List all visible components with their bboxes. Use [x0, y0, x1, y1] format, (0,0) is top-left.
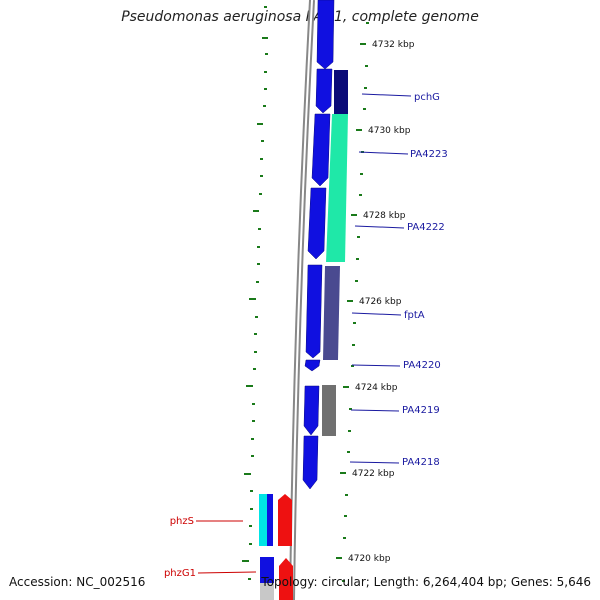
gene-arrow	[305, 264, 323, 359]
gene-block-phzs-blue	[267, 494, 273, 546]
gene-block-fpta	[323, 266, 340, 360]
gene-label-pa4223[interactable]: PA4223	[410, 149, 448, 160]
ruler-tick-marks-left	[242, 6, 268, 580]
gene-arrow	[304, 359, 321, 372]
gene-arrow	[303, 385, 320, 436]
gene-block-pchg	[334, 70, 348, 114]
ruler-label-4728: 4728 kbp	[363, 211, 406, 221]
gene-block-pa4219	[322, 385, 336, 436]
phz-genes	[259, 494, 293, 600]
accession-text: Accession: NC_002516	[9, 575, 146, 589]
gene-label-pa4220[interactable]: PA4220	[403, 360, 441, 371]
gene-block-phzg1-red	[279, 558, 293, 600]
ruler-tick-marks-right	[336, 22, 369, 582]
gene-arrow	[315, 68, 333, 114]
right-label-lines	[349, 93, 412, 464]
gene-block-pa4223-pa4222	[326, 114, 348, 262]
ruler-label-4720: 4720 kbp	[348, 554, 391, 564]
ruler-label-4726: 4726 kbp	[359, 297, 402, 307]
gene-block-phzs-cyan	[259, 494, 267, 546]
gene-label-pa4219[interactable]: PA4219	[402, 405, 440, 416]
ruler-label-4722: 4722 kbp	[352, 469, 395, 479]
map-title: Pseudomonas aeruginosa PAO1, complete ge…	[121, 9, 479, 25]
gene-label-pa4222[interactable]: PA4222	[407, 222, 445, 233]
gene-label-pa4218[interactable]: PA4218	[402, 457, 440, 468]
forward-strand-genes	[302, 0, 335, 490]
gene-arrow	[307, 187, 327, 260]
genome-backbone	[289, 0, 315, 600]
gene-label-pchg[interactable]: pchG	[414, 92, 440, 103]
gene-arrow	[302, 435, 319, 490]
gene-label-phzs[interactable]: phzS	[170, 516, 194, 527]
ruler-label-4730: 4730 kbp	[368, 126, 411, 136]
gene-arrow	[311, 113, 331, 187]
gene-label-fpta[interactable]: fptA	[404, 310, 425, 321]
left-label-lines	[196, 520, 257, 574]
gene-label-phzg1[interactable]: phzG1	[164, 568, 196, 579]
ruler-label-4732: 4732 kbp	[372, 40, 415, 50]
gene-block-phzs-red	[278, 494, 292, 546]
gene-arrow	[316, 0, 335, 70]
reverse-strand-genes	[322, 70, 348, 436]
genome-summary-text: Topology: circular; Length: 6,264,404 bp…	[261, 575, 591, 589]
ruler-label-4724: 4724 kbp	[355, 383, 398, 393]
